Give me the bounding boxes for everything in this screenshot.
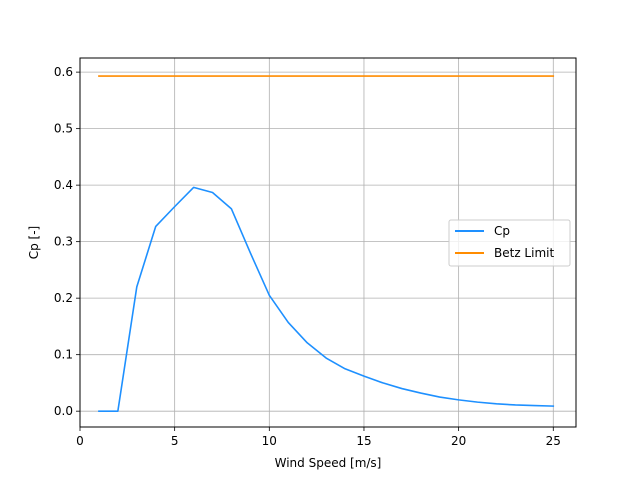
x-tick-label: 0 [76,434,84,448]
legend-entry-cp: Cp [494,224,510,238]
series-layer [98,75,555,412]
x-tick-label: 25 [546,434,561,448]
legend-entry-betz-limit: Betz Limit [494,246,554,260]
y-axis-label: Cp [-] [27,226,41,260]
y-tick-label: 0.4 [54,178,73,192]
y-tick-label: 0.0 [54,404,73,418]
y-tick-label: 0.5 [54,122,73,136]
x-tick-label: 10 [262,434,277,448]
y-tick-label: 0.2 [54,291,73,305]
x-axis-label: Wind Speed [m/s] [275,456,382,470]
x-tick-label: 5 [171,434,179,448]
y-tick-label: 0.1 [54,348,73,362]
series-line-cp [98,186,555,412]
ticks: 0 5 10 15 20 25 0.0 0.1 0.2 0.3 0.4 0.5 0.6 [54,65,561,448]
y-tick-label: 0.3 [54,235,73,249]
x-tick-label: 20 [451,434,466,448]
legend: Cp Betz Limit [448,219,571,267]
x-tick-label: 15 [356,434,371,448]
y-tick-label: 0.6 [54,65,73,79]
plot-frame [79,57,577,428]
